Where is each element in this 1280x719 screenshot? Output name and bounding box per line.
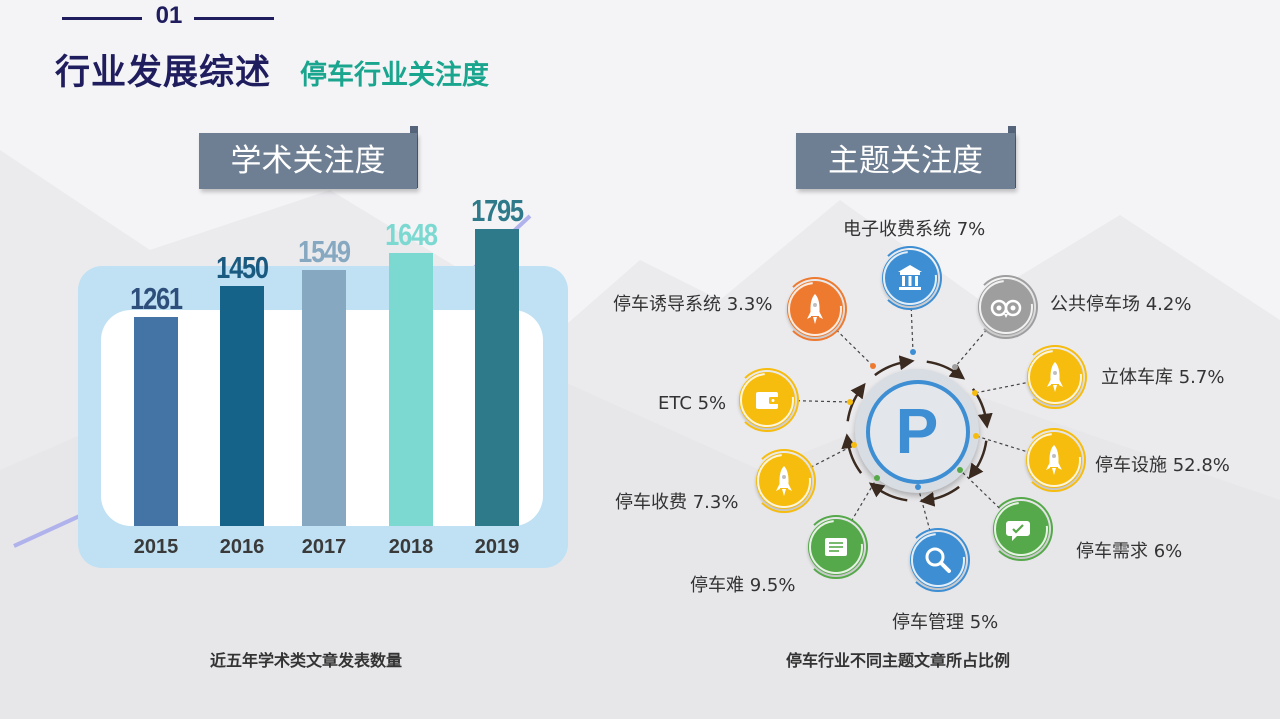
connector-dot bbox=[952, 364, 958, 370]
academic-tag: 学术关注度 bbox=[199, 133, 417, 189]
connector-dot bbox=[847, 399, 853, 405]
topic-tag: 主题关注度 bbox=[796, 133, 1015, 189]
topic-label: 停车难 9.5% bbox=[690, 575, 796, 596]
cycle-arrow bbox=[874, 355, 915, 377]
cycle-arrow bbox=[846, 382, 866, 422]
year-label: 2017 bbox=[301, 536, 347, 558]
year-label: 2018 bbox=[388, 536, 434, 558]
page-title: 行业发展综述 bbox=[55, 53, 272, 93]
topic-node-ring bbox=[1023, 345, 1087, 409]
section-divider-right bbox=[194, 17, 274, 20]
section-number: 01 bbox=[155, 2, 183, 29]
section-number-group: 01 bbox=[62, 0, 274, 32]
topic-node-ring bbox=[878, 246, 942, 310]
topic-node-ring bbox=[1022, 428, 1086, 492]
year-label: 2019 bbox=[474, 536, 520, 558]
bar-value-label: 1261 bbox=[130, 281, 183, 317]
connector-dot bbox=[874, 475, 880, 481]
bar-value-label: 1648 bbox=[385, 217, 438, 253]
topic-node-ring bbox=[906, 528, 970, 592]
topic-node-ring bbox=[735, 368, 799, 432]
topic-node-ring bbox=[974, 275, 1038, 339]
cycle-arrow bbox=[919, 485, 960, 507]
topic-label: 立体车库 5.7% bbox=[1101, 367, 1225, 388]
topic-node-ring bbox=[752, 449, 816, 513]
bar-2019 bbox=[475, 228, 519, 526]
bar-2015 bbox=[134, 317, 178, 526]
cycle-arrow bbox=[968, 440, 988, 480]
bar-2017 bbox=[302, 269, 346, 526]
topic-label: 公共停车场 4.2% bbox=[1050, 294, 1192, 315]
bar-value-label: 1795 bbox=[471, 192, 524, 228]
bar-2018 bbox=[389, 253, 433, 526]
parking-p-icon: P bbox=[895, 395, 939, 467]
bar-2016 bbox=[220, 286, 264, 526]
topic-node-ring bbox=[804, 515, 868, 579]
topic-label: 停车需求 6% bbox=[1076, 541, 1183, 562]
topic-label: 停车管理 5% bbox=[892, 612, 999, 633]
connector-dot bbox=[870, 363, 876, 369]
connector-dot bbox=[915, 484, 921, 490]
topic-label: ETC 5% bbox=[658, 393, 727, 414]
bar-value-label: 1450 bbox=[216, 250, 269, 286]
topic-label: 停车设施 52.8% bbox=[1095, 455, 1230, 476]
topic-label: 停车收费 7.3% bbox=[615, 492, 739, 513]
year-label: 2016 bbox=[219, 536, 265, 558]
connector-dot bbox=[973, 433, 979, 439]
year-label: 2015 bbox=[133, 536, 179, 558]
topic-label: 停车诱导系统 3.3% bbox=[613, 294, 773, 315]
topic-node-ring bbox=[783, 277, 847, 341]
topic-label: 电子收费系统 7% bbox=[843, 219, 986, 240]
section-divider-left bbox=[62, 17, 142, 20]
connector-dot bbox=[851, 442, 857, 448]
cycle-arrow bbox=[926, 360, 966, 380]
center-ring bbox=[866, 380, 970, 484]
page-subtitle: 停车行业关注度 bbox=[300, 60, 489, 91]
connector-dot bbox=[972, 390, 978, 396]
cycle-arrow bbox=[868, 482, 908, 502]
connector-dot bbox=[957, 467, 963, 473]
cycle-arrow bbox=[841, 433, 863, 474]
connector-dot bbox=[910, 349, 916, 355]
topic-node-ring bbox=[989, 497, 1053, 561]
topic-caption: 停车行业不同主题文章所占比例 bbox=[786, 651, 1011, 670]
chart-caption: 近五年学术类文章发表数量 bbox=[210, 651, 403, 670]
bar-value-label: 1549 bbox=[298, 233, 351, 269]
